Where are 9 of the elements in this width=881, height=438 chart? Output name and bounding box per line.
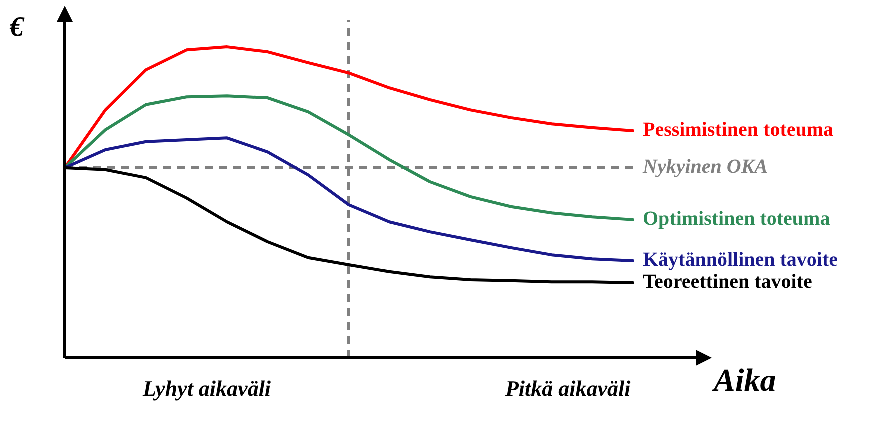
- series-label: Optimistinen toteuma: [643, 208, 830, 231]
- series-label: Pessimistinen toteuma: [643, 119, 834, 142]
- series-label: Käytännöllinen tavoite: [643, 248, 838, 272]
- x-axis-title: Aika: [714, 362, 776, 399]
- ref-line-label: Nykyinen OKA: [643, 156, 768, 179]
- text: Pitkä aikaväli: [504, 376, 632, 402]
- y-axis-title: €: [10, 12, 24, 44]
- series-label: Teoreettinen tavoite: [643, 271, 812, 294]
- text: Lyhyt aikaväli: [142, 376, 272, 402]
